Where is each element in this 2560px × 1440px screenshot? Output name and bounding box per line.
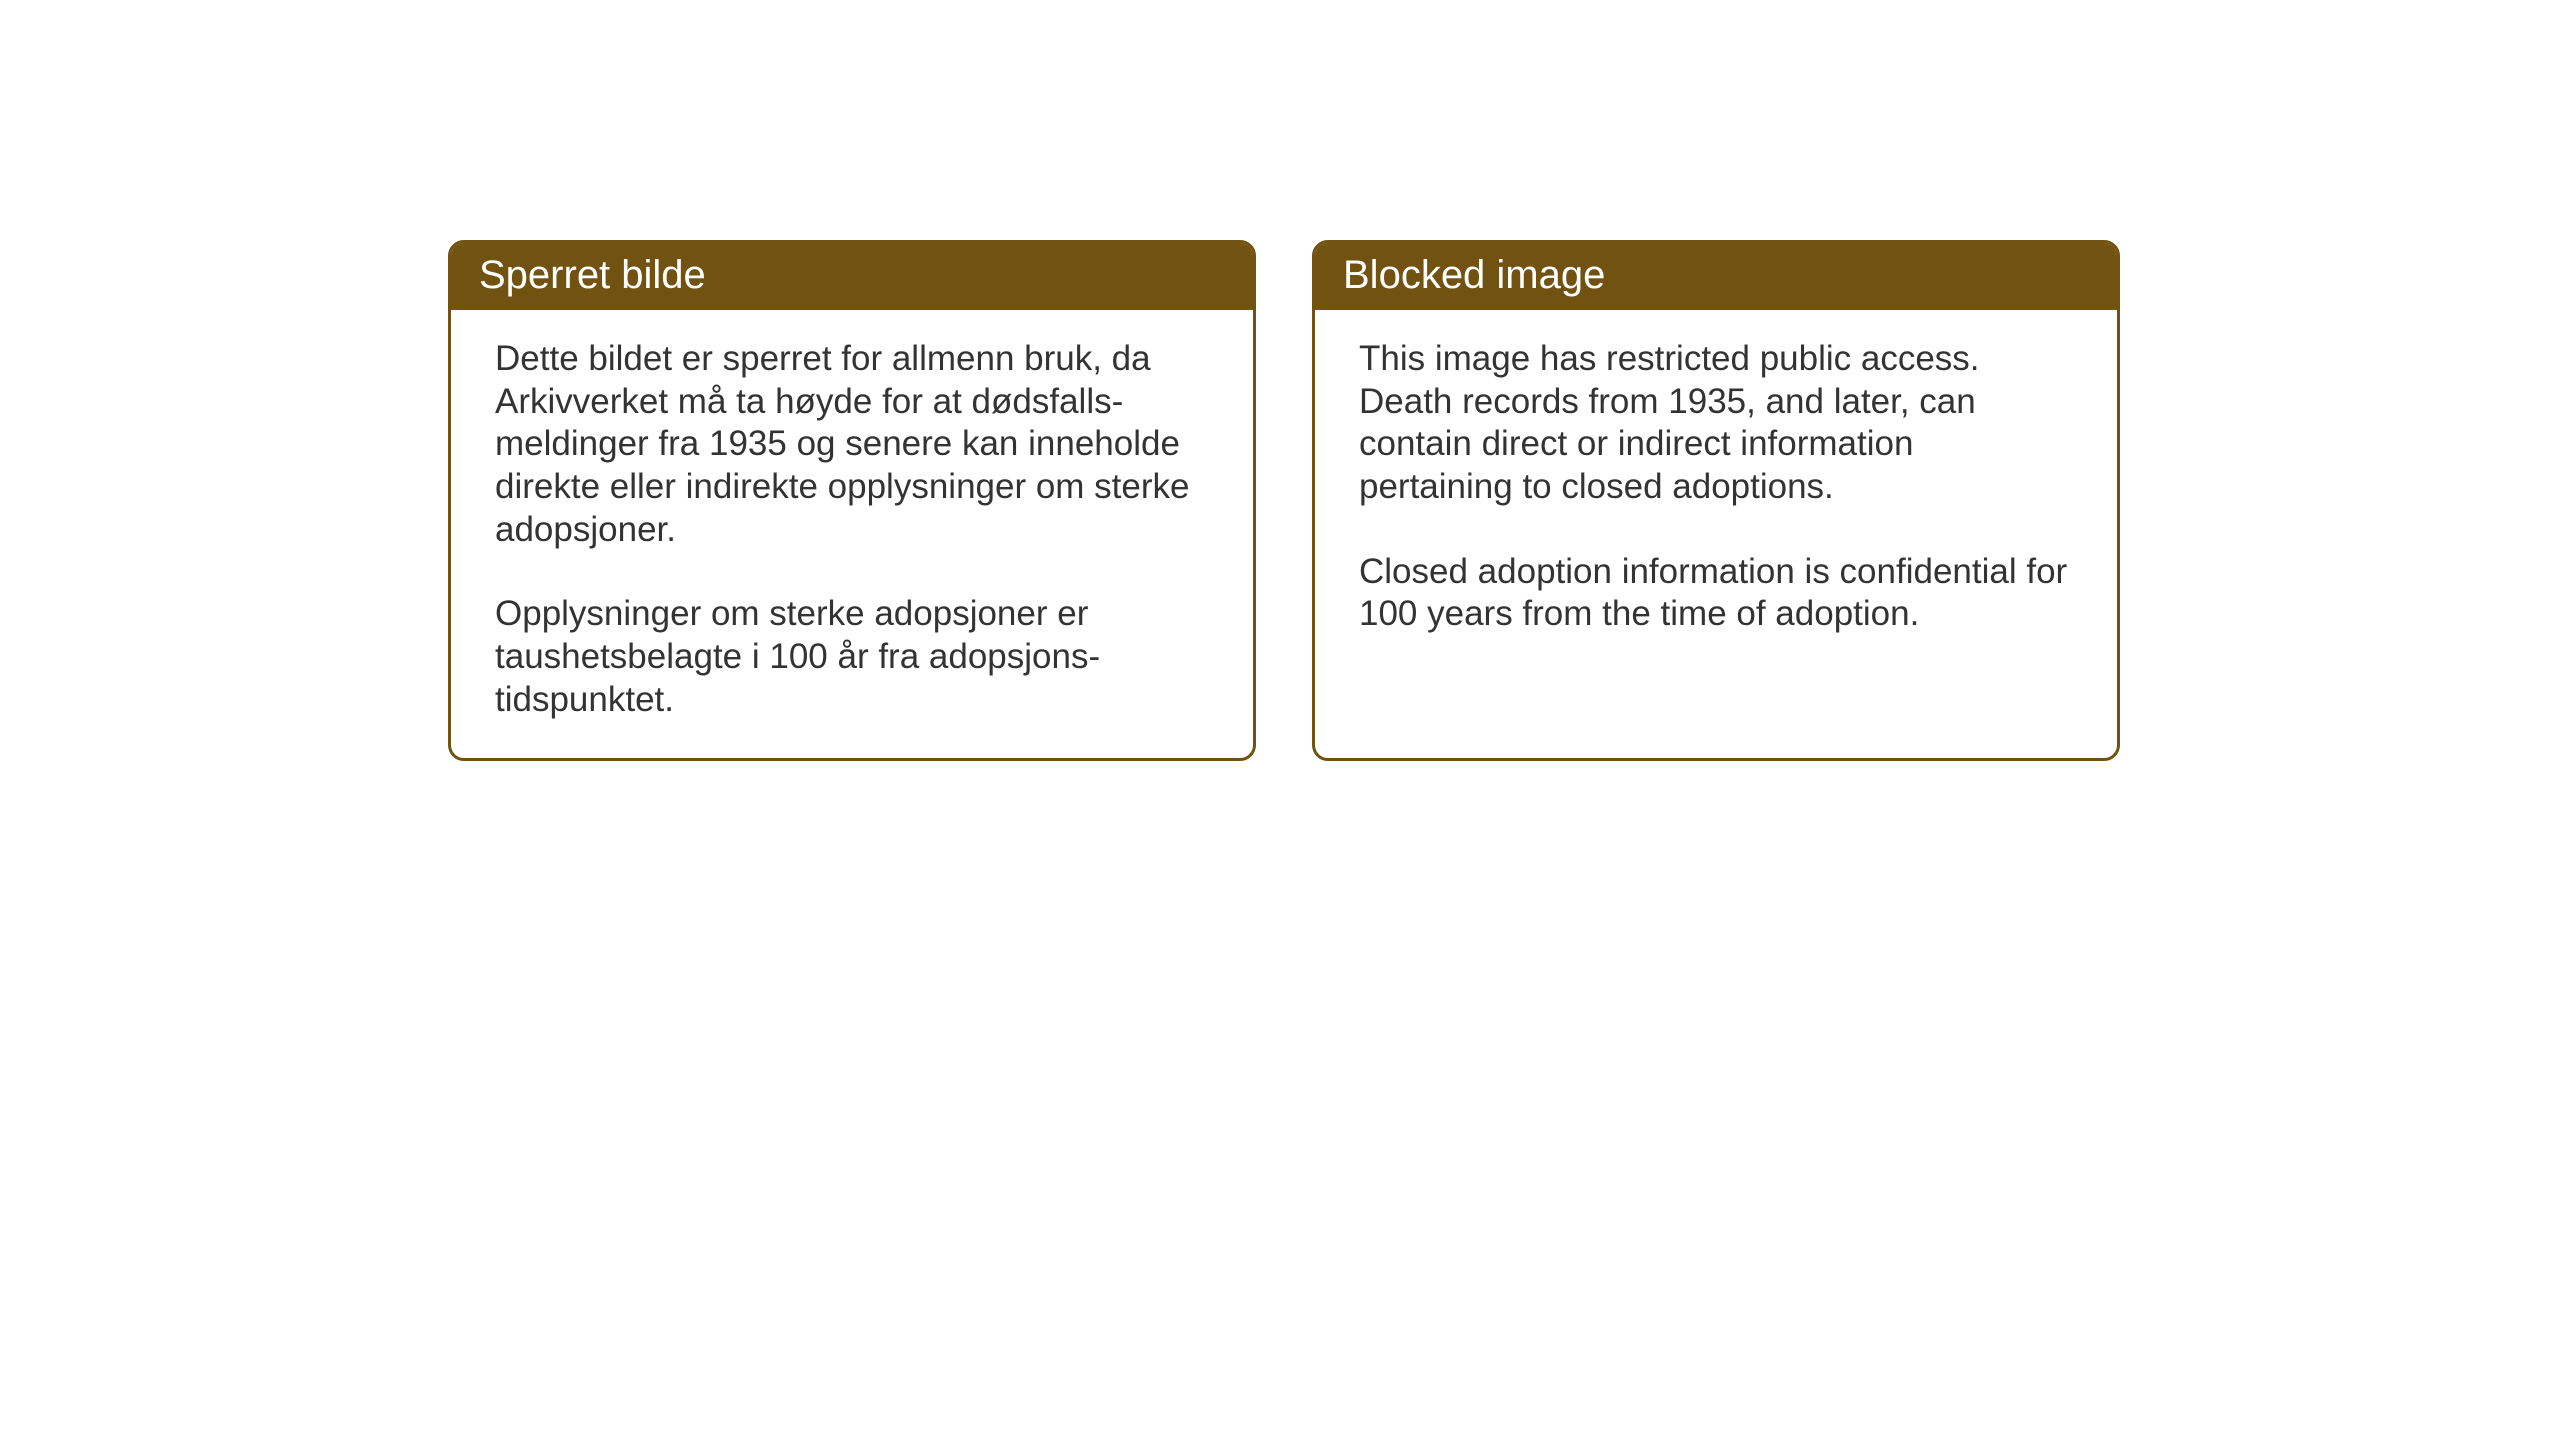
paragraph-text: This image has restricted public access.… — [1359, 338, 2073, 509]
card-header-english: Blocked image — [1315, 243, 2117, 310]
paragraph-text: Closed adoption information is confident… — [1359, 551, 2073, 636]
notice-card-norwegian: Sperret bilde Dette bildet er sperret fo… — [448, 240, 1256, 761]
paragraph-text: Dette bildet er sperret for allmenn bruk… — [495, 338, 1209, 551]
card-header-norwegian: Sperret bilde — [451, 243, 1253, 310]
notice-cards-container: Sperret bilde Dette bildet er sperret fo… — [448, 240, 2120, 761]
paragraph-text: Opplysninger om sterke adopsjoner er tau… — [495, 593, 1209, 721]
card-body-english: This image has restricted public access.… — [1315, 310, 2117, 716]
notice-card-english: Blocked image This image has restricted … — [1312, 240, 2120, 761]
card-body-norwegian: Dette bildet er sperret for allmenn bruk… — [451, 310, 1253, 758]
